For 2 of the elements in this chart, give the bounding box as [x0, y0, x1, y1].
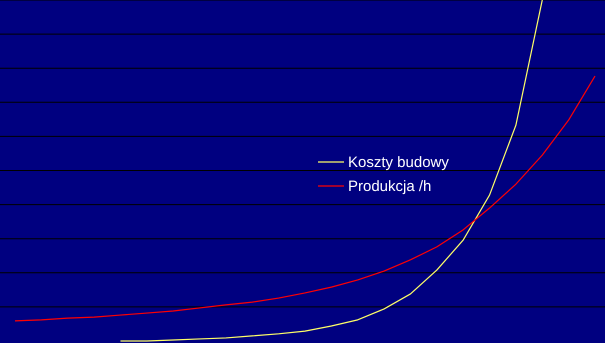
legend-label: Koszty budowy	[348, 154, 450, 171]
legend-label: Produkcja /h	[348, 178, 432, 195]
